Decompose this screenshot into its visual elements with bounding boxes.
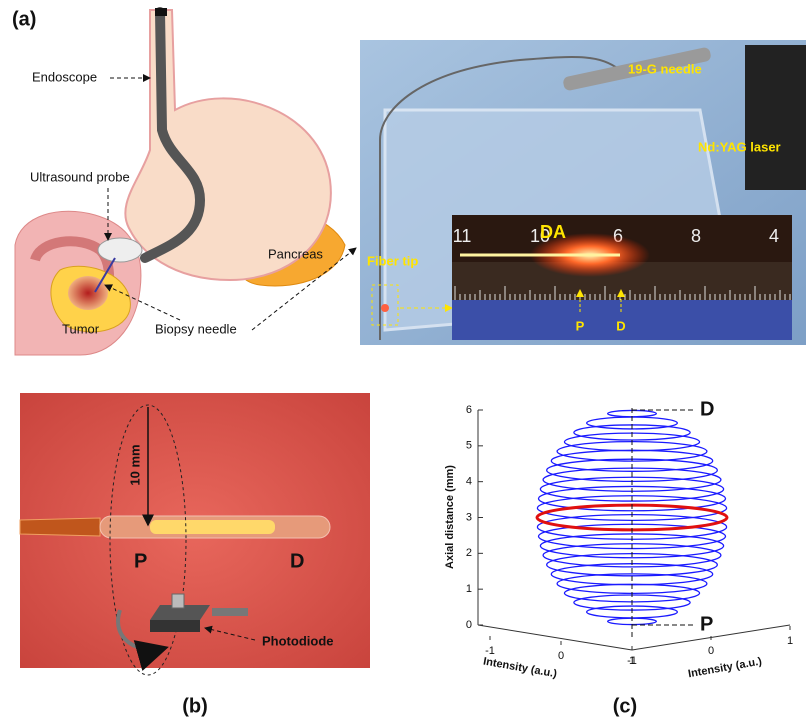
y-tick-label: 3: [466, 511, 472, 523]
d-label: D: [290, 550, 304, 572]
x2_ticks-label: -1: [627, 655, 637, 667]
y-tick-label: 2: [466, 547, 472, 559]
figure: Endoscope Ultrasound probe Pancreas Tumo…: [0, 0, 806, 723]
needle-label: Biopsy needle: [155, 321, 237, 336]
x1_ticks-label: 0: [558, 650, 564, 662]
y-tick-label: 5: [466, 440, 472, 452]
ruler-number: 8: [691, 226, 701, 246]
panel-label: (a): [12, 8, 36, 30]
photodiode-sensor: [172, 594, 184, 608]
fiber-tip-glow: [381, 304, 389, 312]
laser-label: Nd:YAG laser: [698, 139, 781, 154]
panel-label: (b): [182, 695, 208, 717]
x1-axis-label: Intensity (a.u.): [482, 656, 558, 681]
laser-box: [745, 45, 806, 190]
p-label: P: [700, 613, 713, 635]
photodiode-body: [150, 620, 200, 632]
diffuser-glow: [150, 520, 275, 534]
panel-b: 10 mm P D Photodiode (b): [20, 393, 370, 717]
x2_ticks-label: 1: [787, 635, 793, 647]
y-tick-label: 4: [466, 476, 472, 488]
d-label: D: [700, 398, 714, 420]
y-tick-label: 0: [466, 619, 472, 631]
distance-label: 10 mm: [127, 444, 142, 485]
ultrasound-probe: [98, 238, 142, 262]
needle-label: 19-G needle: [628, 61, 702, 76]
probe-label: Ultrasound probe: [30, 169, 130, 184]
p-label: P: [576, 318, 585, 333]
fiber-cable: [20, 518, 100, 536]
x2_ticks-label: 0: [708, 645, 714, 657]
panel-c: Axial distance (mm) Intensity (a.u.) Int…: [444, 398, 793, 717]
ruler-number: 4: [769, 226, 779, 246]
d-label: D: [616, 318, 625, 333]
photodiode-label: Photodiode: [262, 633, 334, 648]
x1-axis: [478, 625, 632, 650]
pancreas-label: Pancreas: [268, 246, 323, 261]
panel-label: (c): [613, 695, 637, 717]
endoscope-label: Endoscope: [32, 69, 97, 84]
ruler-number: 11: [453, 226, 472, 246]
y-tick-label: 1: [466, 583, 472, 595]
fiber-tip-label: Fiber tip: [367, 253, 418, 268]
panel-a-illustration: Endoscope Ultrasound probe Pancreas Tumo…: [12, 8, 356, 355]
x1_ticks-label: -1: [485, 645, 495, 657]
panel-a-photo: 19-G needle Nd:YAG laser Fiber tip 11106…: [360, 40, 806, 345]
tumor-label: Tumor: [62, 321, 100, 336]
x2-axis-label: Intensity (a.u.): [687, 655, 763, 680]
p-label: P: [134, 550, 147, 572]
y-tick-label: 6: [466, 404, 472, 416]
ring: [547, 459, 718, 481]
endoscope-tip: [155, 8, 167, 16]
inset-title: DA: [540, 222, 566, 242]
y-axis-label: Axial distance (mm): [444, 465, 456, 569]
